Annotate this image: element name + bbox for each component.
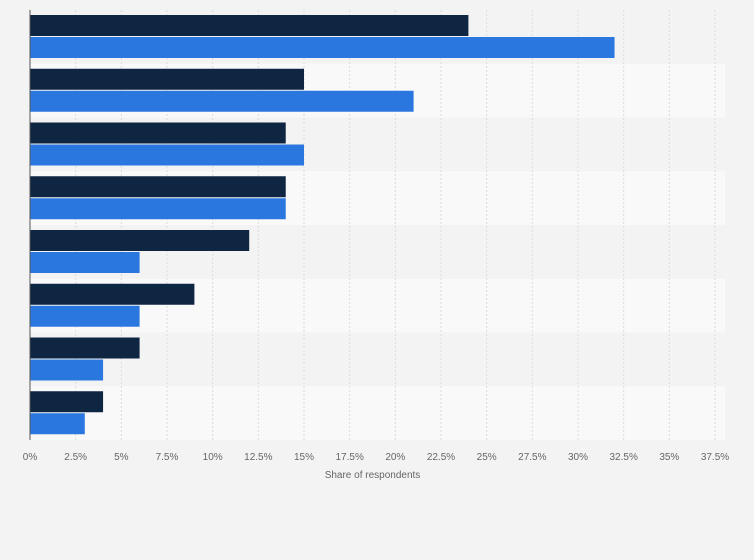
bar-series-2 bbox=[30, 305, 140, 327]
bar-series-1 bbox=[30, 230, 250, 251]
x-tick-label: 20% bbox=[385, 452, 405, 463]
x-tick-label: 37.5% bbox=[701, 452, 729, 463]
x-tick-label: 25% bbox=[477, 452, 497, 463]
x-tick-label: 7.5% bbox=[156, 452, 179, 463]
bar-series-2 bbox=[30, 252, 140, 273]
bar-series-1 bbox=[30, 176, 286, 198]
bar-series-2 bbox=[30, 413, 85, 435]
bars bbox=[30, 15, 615, 435]
bar-series-1 bbox=[30, 122, 286, 144]
bar-series-1 bbox=[30, 337, 140, 359]
bar-series-1 bbox=[30, 391, 104, 413]
bar-series-2 bbox=[30, 144, 304, 166]
row-band bbox=[30, 332, 725, 387]
x-tick-label: 22.5% bbox=[427, 452, 455, 463]
row-bands bbox=[30, 10, 725, 440]
bar-series-2 bbox=[30, 359, 104, 381]
row-band bbox=[30, 386, 725, 440]
x-tick-label: 0% bbox=[23, 452, 38, 463]
bar-series-1 bbox=[30, 68, 304, 90]
x-tick-label: 5% bbox=[114, 452, 129, 463]
x-tick-label: 30% bbox=[568, 452, 588, 463]
bar-series-2 bbox=[30, 37, 615, 58]
x-tick-label: 12.5% bbox=[244, 452, 272, 463]
x-tick-label: 2.5% bbox=[64, 452, 87, 463]
x-tick-labels: 0% 2.5% 5% 7.5% 10% 12.5% 15% 17.5% 20% 22.5% 25% 2… bbox=[23, 452, 730, 463]
x-axis-title: Share of respondents bbox=[325, 470, 421, 481]
x-tick-label: 27.5% bbox=[518, 452, 546, 463]
x-tick-label: 15% bbox=[294, 452, 314, 463]
bar-series-2 bbox=[30, 198, 286, 220]
bar-series-1 bbox=[30, 283, 195, 305]
bar-series-2 bbox=[30, 90, 414, 112]
x-tick-label: 35% bbox=[659, 452, 679, 463]
bar-series-1 bbox=[30, 15, 469, 36]
x-tick-label: 10% bbox=[203, 452, 223, 463]
x-tick-label: 17.5% bbox=[335, 452, 363, 463]
x-tick-label: 32.5% bbox=[609, 452, 637, 463]
